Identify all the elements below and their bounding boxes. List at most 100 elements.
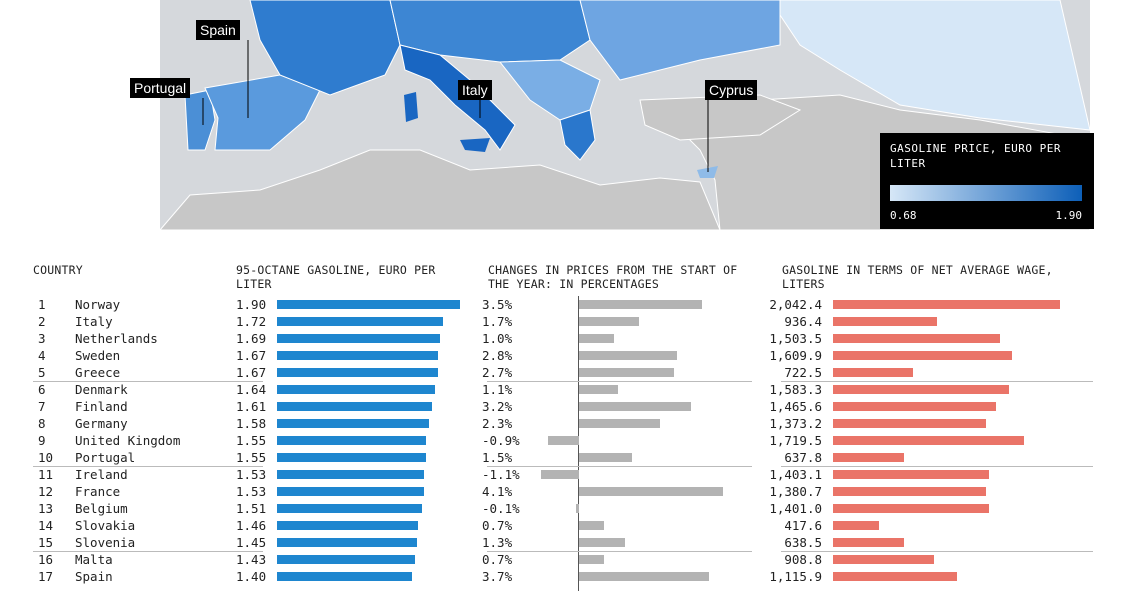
country-cell: Portugal <box>75 450 136 465</box>
table-row: 7 Finland 1.61 3.2% 1,465.6 <box>0 398 1128 415</box>
liters-bar <box>833 334 1001 343</box>
liters-value: 1,465.6 <box>769 399 822 414</box>
change-bar <box>579 453 632 462</box>
header-price: 95-OCTANE GASOLINE, EURO PER LITER <box>236 263 436 291</box>
liters-value: 1,583.3 <box>769 382 822 397</box>
liters-value: 1,719.5 <box>769 433 822 448</box>
price-bar <box>277 300 460 309</box>
change-value: -1.1% <box>482 467 520 482</box>
liters-value: 1,373.2 <box>769 416 822 431</box>
rank-cell: 5 <box>38 365 46 380</box>
liters-value: 638.5 <box>784 535 822 550</box>
row-group-divider <box>33 466 263 467</box>
liters-bar <box>833 436 1025 445</box>
rank-cell: 9 <box>38 433 46 448</box>
country-cell: Malta <box>75 552 113 567</box>
rank-cell: 6 <box>38 382 46 397</box>
price-value: 1.45 <box>236 535 267 550</box>
map-label-spain: Spain <box>196 20 240 40</box>
row-group-divider <box>781 381 1093 382</box>
liters-bar <box>833 317 938 326</box>
map-label-cyprus: Cyprus <box>705 80 758 100</box>
price-bar <box>277 351 438 360</box>
liters-bar <box>833 419 986 428</box>
change-value: 0.7% <box>482 552 513 567</box>
change-bar <box>575 504 579 513</box>
change-bar <box>579 521 604 530</box>
change-bar <box>540 470 579 479</box>
change-value: 3.7% <box>482 569 513 584</box>
price-value: 1.90 <box>236 297 267 312</box>
turkey-region <box>639 94 802 141</box>
table-row: 17 Spain 1.40 3.7% 1,115.9 <box>0 568 1128 585</box>
country-cell: Finland <box>75 399 128 414</box>
price-bar <box>277 368 438 377</box>
change-bar <box>579 368 674 377</box>
rank-cell: 8 <box>38 416 46 431</box>
price-value: 1.53 <box>236 467 267 482</box>
row-group-divider <box>781 466 1093 467</box>
table-row: 9 United Kingdom 1.55 -0.9% 1,719.5 <box>0 432 1128 449</box>
row-group-divider <box>33 551 263 552</box>
table-row: 6 Denmark 1.64 1.1% 1,583.3 <box>0 381 1128 398</box>
italy-region <box>399 44 516 151</box>
liters-bar <box>833 538 904 547</box>
header-change: CHANGES IN PRICES FROM THE START OF THE … <box>488 263 738 291</box>
price-bar <box>277 487 425 496</box>
map-label-italy: Italy <box>458 80 492 100</box>
price-value: 1.53 <box>236 484 267 499</box>
country-cell: Belgium <box>75 501 128 516</box>
price-value: 1.61 <box>236 399 267 414</box>
table-row: 2 Italy 1.72 1.7% 936.4 <box>0 313 1128 330</box>
change-value: 2.7% <box>482 365 513 380</box>
change-bar <box>579 402 691 411</box>
rank-cell: 14 <box>38 518 54 533</box>
change-value: 1.0% <box>482 331 513 346</box>
price-bar <box>277 453 427 462</box>
greece-region <box>559 109 596 161</box>
header-country: COUNTRY <box>33 263 83 277</box>
legend-min-label: 0.68 <box>890 209 917 222</box>
price-bar <box>277 470 425 479</box>
price-value: 1.40 <box>236 569 267 584</box>
change-bar <box>579 351 677 360</box>
liters-value: 417.6 <box>784 518 822 533</box>
change-value: -0.1% <box>482 501 520 516</box>
country-cell: United Kingdom <box>75 433 181 448</box>
table-row: 10 Portugal 1.55 1.5% 637.8 <box>0 449 1128 466</box>
rank-cell: 16 <box>38 552 54 567</box>
rank-cell: 1 <box>38 297 46 312</box>
rank-cell: 10 <box>38 450 54 465</box>
header-liters: GASOLINE IN TERMS OF NET AVERAGE WAGE, L… <box>782 263 1053 291</box>
change-bar <box>579 487 723 496</box>
change-bar <box>579 538 625 547</box>
liters-bar <box>833 368 914 377</box>
liters-bar <box>833 572 958 581</box>
liters-bar <box>833 504 989 513</box>
price-value: 1.69 <box>236 331 267 346</box>
rank-cell: 7 <box>38 399 46 414</box>
liters-bar <box>833 555 934 564</box>
change-value: 1.5% <box>482 450 513 465</box>
change-value: 4.1% <box>482 484 513 499</box>
table-row: 12 France 1.53 4.1% 1,380.7 <box>0 483 1128 500</box>
change-value: 1.1% <box>482 382 513 397</box>
legend-max-label: 1.90 <box>1055 209 1083 222</box>
rank-cell: 11 <box>38 467 54 482</box>
table-row: 14 Slovakia 1.46 0.7% 417.6 <box>0 517 1128 534</box>
change-bar <box>579 317 639 326</box>
change-value: 3.5% <box>482 297 513 312</box>
country-cell: Spain <box>75 569 113 584</box>
row-group-divider <box>487 466 752 467</box>
price-value: 1.64 <box>236 382 267 397</box>
change-bar <box>579 555 604 564</box>
rank-cell: 2 <box>38 314 46 329</box>
table-row: 4 Sweden 1.67 2.8% 1,609.9 <box>0 347 1128 364</box>
table-row: 8 Germany 1.58 2.3% 1,373.2 <box>0 415 1128 432</box>
liters-value: 1,401.0 <box>769 501 822 516</box>
row-group-divider <box>487 381 752 382</box>
liters-value: 936.4 <box>784 314 822 329</box>
rank-cell: 17 <box>38 569 54 584</box>
rank-cell: 3 <box>38 331 46 346</box>
rank-cell: 12 <box>38 484 54 499</box>
